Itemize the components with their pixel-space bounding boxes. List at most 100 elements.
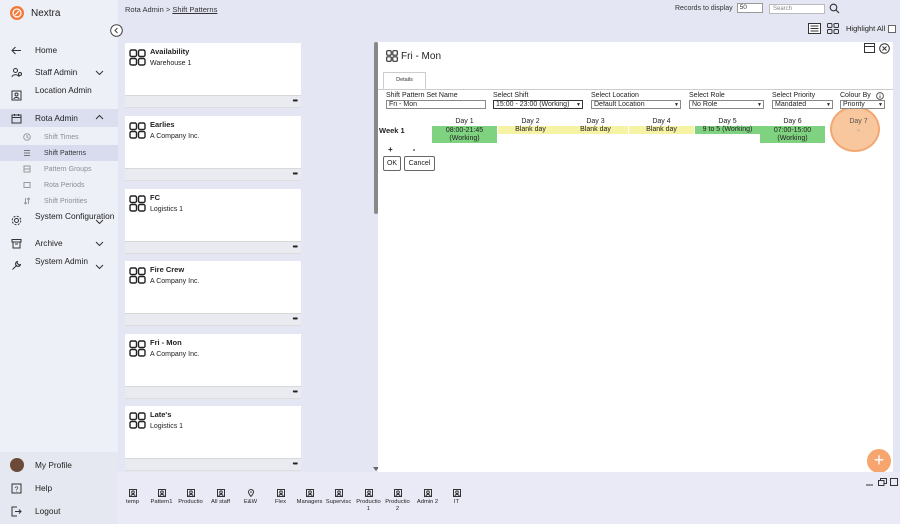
group-tab-label: Productio 1 — [356, 499, 381, 512]
sidebar-item-system-admin[interactable]: System Admin — [0, 255, 118, 277]
ok-button[interactable]: OK — [383, 156, 401, 171]
maximize-icon[interactable] — [864, 43, 875, 53]
more-options-icon[interactable]: ••• — [292, 461, 298, 468]
colour-by-dropdown[interactable]: Priority ▼ — [840, 100, 885, 109]
sidebar-subitem-shift-patterns[interactable]: Shift Patterns — [0, 145, 118, 161]
list-view-icon[interactable] — [808, 23, 821, 34]
sidebar-item-staff-admin[interactable]: Staff Admin — [0, 64, 118, 80]
group-tab[interactable]: Productio 2 — [384, 489, 411, 512]
info-icon[interactable] — [876, 92, 884, 100]
sidebar-subitem-label: Shift Times — [44, 133, 79, 141]
select-shift-label: Select Shift — [493, 92, 529, 99]
records-label: Records to display — [675, 4, 733, 12]
day-6-cell[interactable]: 07:00-15:00 (Working) — [760, 126, 825, 143]
highlight-all-toggle[interactable]: Highlight All — [846, 24, 897, 33]
sort-icon — [23, 197, 31, 205]
set-name-input[interactable]: Fri - Mon — [386, 100, 486, 109]
more-options-icon[interactable]: ••• — [292, 389, 298, 396]
select-priority-dropdown[interactable]: Mandated ▼ — [772, 100, 833, 109]
close-icon[interactable] — [879, 43, 890, 54]
window-icon[interactable] — [890, 478, 898, 486]
day-3-cell[interactable]: Blank day — [563, 126, 628, 134]
pattern-name: FC — [150, 193, 160, 202]
group-tab[interactable]: Pattern1 — [148, 489, 175, 506]
sidebar-subitem-shift-priorities[interactable]: Shift Priorities — [0, 193, 118, 209]
group-tab-label: temp — [126, 499, 139, 505]
detail-panel — [378, 42, 893, 472]
pattern-card-fire-crew[interactable]: Fire Crew A Company Inc. ••• — [125, 261, 301, 326]
group-tab[interactable]: Supervisc — [325, 489, 352, 506]
day-7-cell[interactable]: » — [856, 128, 861, 134]
sidebar-bottom: My Profile ? Help Logout — [0, 452, 118, 524]
grid-view-icon[interactable] — [827, 23, 839, 34]
more-options-icon[interactable]: ••• — [292, 98, 298, 105]
list-scrollbar[interactable] — [374, 42, 378, 214]
collapse-sidebar-icon[interactable] — [110, 24, 123, 37]
group-tab[interactable]: Managers — [296, 489, 323, 506]
sidebar-item-location-admin[interactable]: Location Admin — [0, 84, 118, 106]
scroll-down-icon[interactable] — [373, 467, 379, 472]
more-options-icon[interactable]: ••• — [292, 316, 298, 323]
pattern-card-lates[interactable]: Late's Logistics 1 ••• — [125, 406, 301, 471]
breadcrumb-root[interactable]: Rota Admin > — [125, 5, 171, 14]
card-footer: ••• — [125, 458, 301, 470]
more-options-icon[interactable]: ••• — [292, 171, 298, 178]
sidebar-subitem-shift-times[interactable]: Shift Times — [0, 129, 118, 145]
group-tab[interactable]: All staff — [207, 489, 234, 506]
select-location-dropdown[interactable]: Default Location ▼ — [591, 100, 681, 109]
pattern-name: Availability — [150, 47, 190, 56]
sidebar-item-archive[interactable]: Archive — [0, 235, 118, 251]
sidebar-subitem-rota-periods[interactable]: Rota Periods — [0, 177, 118, 193]
group-tab[interactable]: Admin 2 — [414, 489, 441, 506]
select-shift-dropdown[interactable]: 15:00 - 23:00 (Working) ▼ — [493, 100, 583, 109]
sidebar-item-label: System Admin — [35, 256, 89, 266]
breadcrumb-current[interactable]: Shift Patterns — [172, 5, 218, 14]
calendar-icon — [11, 114, 22, 124]
pattern-card-earlies[interactable]: Earlies A Company Inc. ••• — [125, 116, 301, 181]
search-icon[interactable] — [829, 3, 840, 14]
sidebar-item-label: Location Admin — [35, 85, 92, 95]
day-2-cell[interactable]: Blank day — [498, 126, 563, 134]
gear-icon — [11, 215, 22, 226]
pattern-card-availability[interactable]: Availability Warehouse 1 ••• — [125, 43, 301, 108]
restore-icon[interactable] — [878, 478, 887, 486]
sidebar-item-label: System Configuration — [35, 211, 115, 221]
add-pattern-button[interactable]: + — [867, 449, 891, 473]
minimize-icon[interactable] — [866, 481, 873, 486]
cancel-button[interactable]: Cancel — [404, 156, 435, 171]
sidebar-item-logout[interactable]: Logout — [0, 503, 118, 519]
select-role-dropdown[interactable]: No Role ▼ — [689, 100, 764, 109]
day-4-cell[interactable]: Blank day — [629, 126, 694, 134]
set-name-label: Shift Pattern Set Name — [386, 92, 458, 99]
day-1-cell[interactable]: 08:00-21:45 (Working) — [432, 126, 497, 143]
pattern-card-fri-mon[interactable]: Fri - Mon A Company Inc. ••• — [125, 334, 301, 399]
more-options-icon[interactable]: ••• — [292, 244, 298, 251]
sidebar-item-system-configuration[interactable]: System Configuration — [0, 210, 118, 232]
group-tab[interactable]: temp — [119, 489, 146, 506]
sidebar-item-home[interactable]: Home — [0, 42, 118, 58]
select-location-value: Default Location — [594, 101, 645, 108]
tab-details[interactable]: Details — [383, 72, 426, 90]
sidebar-item-help[interactable]: ? Help — [0, 480, 118, 496]
group-tab[interactable]: E&W — [237, 489, 264, 506]
add-week-button[interactable]: + — [388, 145, 393, 154]
remove-week-button[interactable]: - — [412, 145, 416, 154]
sidebar-item-my-profile[interactable]: My Profile — [0, 457, 118, 473]
records-input[interactable]: 50 — [736, 3, 763, 13]
sidebar-subitem-pattern-groups[interactable]: Pattern Groups — [0, 161, 118, 177]
group-tab[interactable]: IT — [443, 489, 470, 506]
pattern-card-fc[interactable]: FC Logistics 1 ••• — [125, 189, 301, 254]
group-tab[interactable]: Productio — [177, 489, 204, 506]
sidebar-item-rota-admin[interactable]: Rota Admin — [0, 109, 118, 127]
group-tab[interactable]: Productio 1 — [355, 489, 382, 512]
day-5-cell[interactable]: 9 to 5 (Working) — [695, 126, 760, 134]
highlight-all-checkbox[interactable] — [888, 24, 897, 33]
group-tab[interactable]: Flex — [267, 489, 294, 506]
brand[interactable]: Nextra — [10, 5, 60, 21]
day-7-header: Day 7 — [849, 118, 868, 125]
group-tab-label: Flex — [275, 499, 286, 505]
search-input[interactable]: Search — [769, 4, 825, 14]
list-icon — [24, 150, 30, 156]
day-6-header: Day 6 — [783, 118, 802, 125]
select-role-label: Select Role — [689, 92, 725, 99]
